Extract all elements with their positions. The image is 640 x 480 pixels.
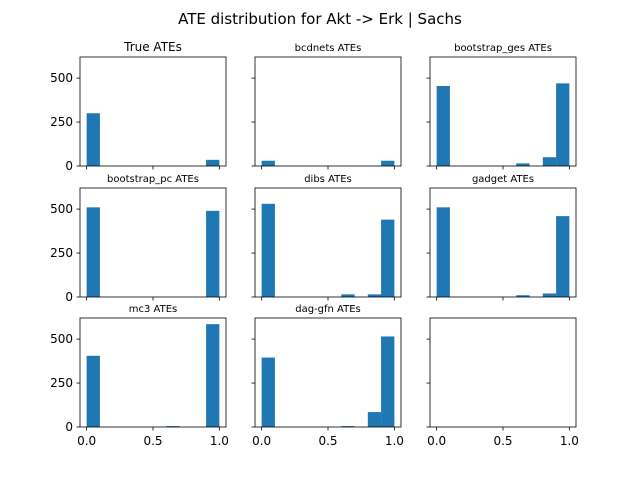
panel-title: dag-gfn ATEs (295, 304, 361, 315)
y-tick-label: 0 (65, 420, 73, 434)
y-tick-label: 250 (50, 376, 73, 390)
x-tick-label: 0.0 (252, 434, 271, 448)
y-tick-label: 250 (50, 246, 73, 260)
panel-title: dibs ATEs (304, 174, 352, 185)
panel-frame (429, 56, 577, 167)
chart-title: ATE distribution for Akt -> Erk | Sachs (178, 10, 462, 28)
histogram-bar (261, 203, 275, 297)
x-tick-label: 0.5 (143, 434, 162, 448)
histogram-bar (436, 207, 450, 297)
panel-title: bcdnets ATEs (295, 43, 362, 54)
histogram-bar (341, 294, 355, 297)
histogram-bar (206, 159, 220, 166)
histogram-bar (542, 157, 557, 166)
histogram-bar (86, 207, 100, 297)
histogram-bar (261, 357, 275, 427)
histogram-bar (206, 210, 220, 297)
x-tick-label: 1.0 (560, 434, 579, 448)
panel-frame (429, 317, 577, 428)
panel-frame (79, 56, 227, 167)
x-tick-label: 1.0 (385, 434, 404, 448)
histogram-bar (516, 163, 530, 166)
histogram-bar (381, 219, 395, 297)
histogram-bar (367, 412, 382, 427)
histogram-bar (381, 336, 395, 427)
x-tick-label: 1.0 (210, 434, 229, 448)
y-tick-label: 250 (50, 115, 73, 129)
x-tick-label: 0.5 (493, 434, 512, 448)
histogram-bar (556, 216, 570, 297)
panel-frame (254, 317, 402, 428)
histogram-bar (86, 113, 100, 166)
histogram-bar (206, 324, 220, 427)
y-tick-label: 500 (50, 71, 73, 85)
panel-title: bootstrap_pc ATEs (107, 174, 199, 185)
x-tick-label: 0.0 (427, 434, 446, 448)
panel-title: gadget ATEs (472, 174, 534, 185)
y-tick-label: 0 (65, 159, 73, 173)
x-tick-label: 0.0 (77, 434, 96, 448)
panel-frame (429, 187, 577, 298)
y-tick-label: 500 (50, 332, 73, 346)
histogram-bar (261, 160, 275, 166)
panel-title: mc3 ATEs (129, 304, 177, 315)
panel-frame (79, 187, 227, 298)
histogram-bar (367, 294, 382, 297)
x-tick-label: 0.5 (318, 434, 337, 448)
histogram-bar (556, 83, 570, 166)
panel-frame (254, 56, 402, 167)
panel-title: True ATEs (123, 40, 182, 54)
panel-frame (254, 187, 402, 298)
histogram-bar (166, 426, 180, 427)
y-tick-label: 500 (50, 202, 73, 216)
histogram-bar (86, 355, 100, 427)
histogram-bar (381, 160, 395, 166)
y-tick-label: 0 (65, 290, 73, 304)
panel-title: bootstrap_ges ATEs (454, 43, 552, 54)
histogram-bar (341, 426, 355, 427)
histogram-bar (436, 86, 450, 166)
histogram-bar (516, 295, 530, 297)
histogram-bar (542, 293, 557, 297)
panel-frame (79, 317, 227, 428)
